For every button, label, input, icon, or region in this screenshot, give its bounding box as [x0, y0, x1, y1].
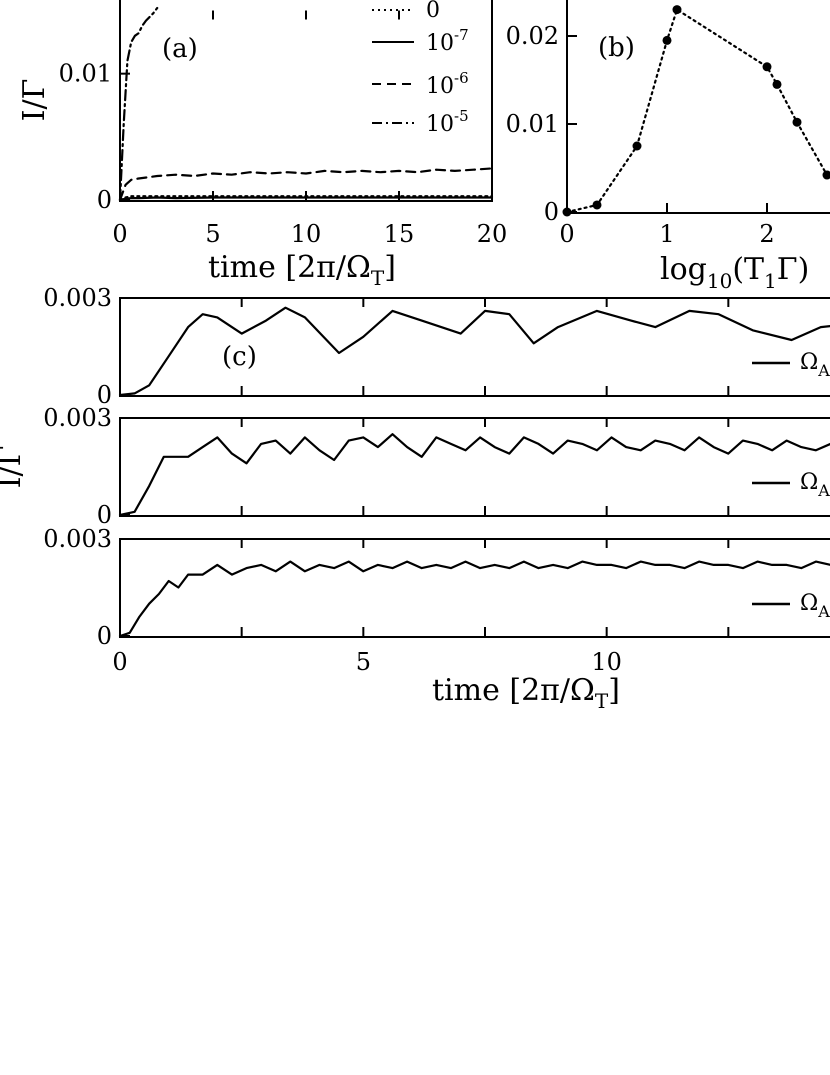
series-line-0: [565, 8, 829, 214]
y-tick-label: 0: [97, 622, 112, 650]
panel-a-label: (a): [162, 34, 198, 64]
panel-b-label: (b): [598, 33, 635, 63]
x-tick-label: 20: [477, 220, 508, 248]
data-point: [792, 117, 802, 127]
panel-b: 0 0.01 0.02 0 1 2 (b) log10(T1Γ): [506, 0, 830, 293]
y-tick-label: 0: [97, 381, 112, 409]
data-point: [762, 62, 772, 72]
panel-c-y-axis-title: I/Γ: [0, 446, 28, 489]
panel-b-lines: [562, 5, 830, 217]
legend-label-0: 0: [426, 0, 440, 23]
panel-c-top: 0 0.003 (c) ΩA: [43, 284, 830, 409]
y-tick-label: 0: [97, 501, 112, 529]
panel-c-top-lines: [118, 306, 830, 397]
panel-a-legend: 0 10-7 10-6 10-5: [372, 0, 469, 137]
panel-c-label: (c): [222, 342, 257, 372]
panel-c-bottom-ticks: 0 0.003 0 5 10: [43, 525, 730, 676]
panel-c-middle: 0 0.003 ΩA: [43, 404, 830, 529]
series-line-10^-7: [118, 196, 494, 202]
panel-a-frame: [119, 0, 493, 202]
y-tick-label: 0.003: [43, 404, 112, 432]
panel-c-middle-legend-label: ΩA: [800, 470, 830, 500]
legend-label-1e-7: 10-7: [426, 26, 469, 56]
panel-c-x-axis-title: time [2π/ΩT]: [432, 673, 620, 713]
panel-c-middle-lines: [118, 433, 830, 517]
x-tick-label: 5: [356, 648, 371, 676]
a-xlabel-sub: T: [371, 266, 385, 290]
panel-c-middle-frame: [119, 417, 830, 517]
panel-a: 0 0.01 0 5 10 15 20 (a) I/Γ time [2π/ΩT] 0 10-…: [17, 0, 507, 290]
series-line-10^-5: [118, 6, 159, 202]
panel-c-middle-ticks: 0 0.003: [43, 404, 730, 529]
data-point: [672, 5, 682, 15]
x-tick-label: 2: [759, 220, 774, 248]
y-tick-label: 0: [97, 186, 112, 214]
series-line-Ω_A: [118, 433, 830, 517]
a-xlabel-main: time [2π/Ω: [208, 250, 371, 285]
y-tick-label: 0.01: [506, 110, 559, 138]
y-tick-label: 0.003: [43, 525, 112, 553]
panel-b-ticks: 0 0.01 0.02 0 1 2: [506, 22, 775, 248]
y-tick-label: 0.02: [506, 22, 559, 50]
data-point: [772, 79, 782, 89]
panel-c-bottom-lines: [118, 560, 830, 638]
a-xlabel-end: ]: [384, 250, 396, 285]
panel-c-bottom-frame: [119, 538, 830, 638]
data-point: [592, 200, 602, 210]
x-tick-label: 15: [384, 220, 415, 248]
x-tick-label: 0: [112, 220, 127, 248]
series-line-10^-6: [118, 167, 494, 202]
data-point: [822, 170, 830, 180]
y-tick-label: 0: [544, 198, 559, 226]
series-line-Ω_A: [118, 560, 830, 638]
y-tick-label: 0.003: [43, 284, 112, 312]
panel-c-top-legend-label: ΩA: [800, 350, 830, 380]
legend-label-1e-6: 10-6: [426, 69, 469, 99]
panel-a-x-axis-title: time [2π/ΩT]: [208, 250, 396, 290]
x-tick-label: 1: [659, 220, 674, 248]
series-line-0: [118, 195, 494, 202]
panel-b-x-axis-title: log10(T1Γ): [660, 252, 809, 293]
panel-c-top-ticks: 0 0.003: [43, 284, 730, 409]
panel-c-bottom: 0 0.003 0 5 10 ΩA time [2π/ΩT]: [43, 525, 830, 713]
x-tick-label: 10: [291, 220, 322, 248]
panel-c-bottom-legend-label: ΩA: [800, 591, 830, 621]
data-point: [662, 35, 672, 45]
panel-a-y-axis-title: I/Γ: [17, 79, 52, 122]
data-point: [562, 207, 572, 217]
panel-b-frame: [566, 0, 830, 214]
x-tick-label: 5: [205, 220, 220, 248]
legend-label-1e-5: 10-5: [426, 107, 469, 137]
x-tick-label: 10: [591, 648, 622, 676]
panel-a-ticks: 0 0.01 0 5 10 15 20: [59, 10, 508, 248]
panel-a-lines: [118, 6, 494, 202]
y-tick-label: 0.01: [59, 60, 112, 88]
data-point: [632, 141, 642, 151]
x-tick-label: 0: [112, 648, 127, 676]
x-tick-label: 0: [559, 220, 574, 248]
series-line-Ω_A: [118, 306, 830, 397]
